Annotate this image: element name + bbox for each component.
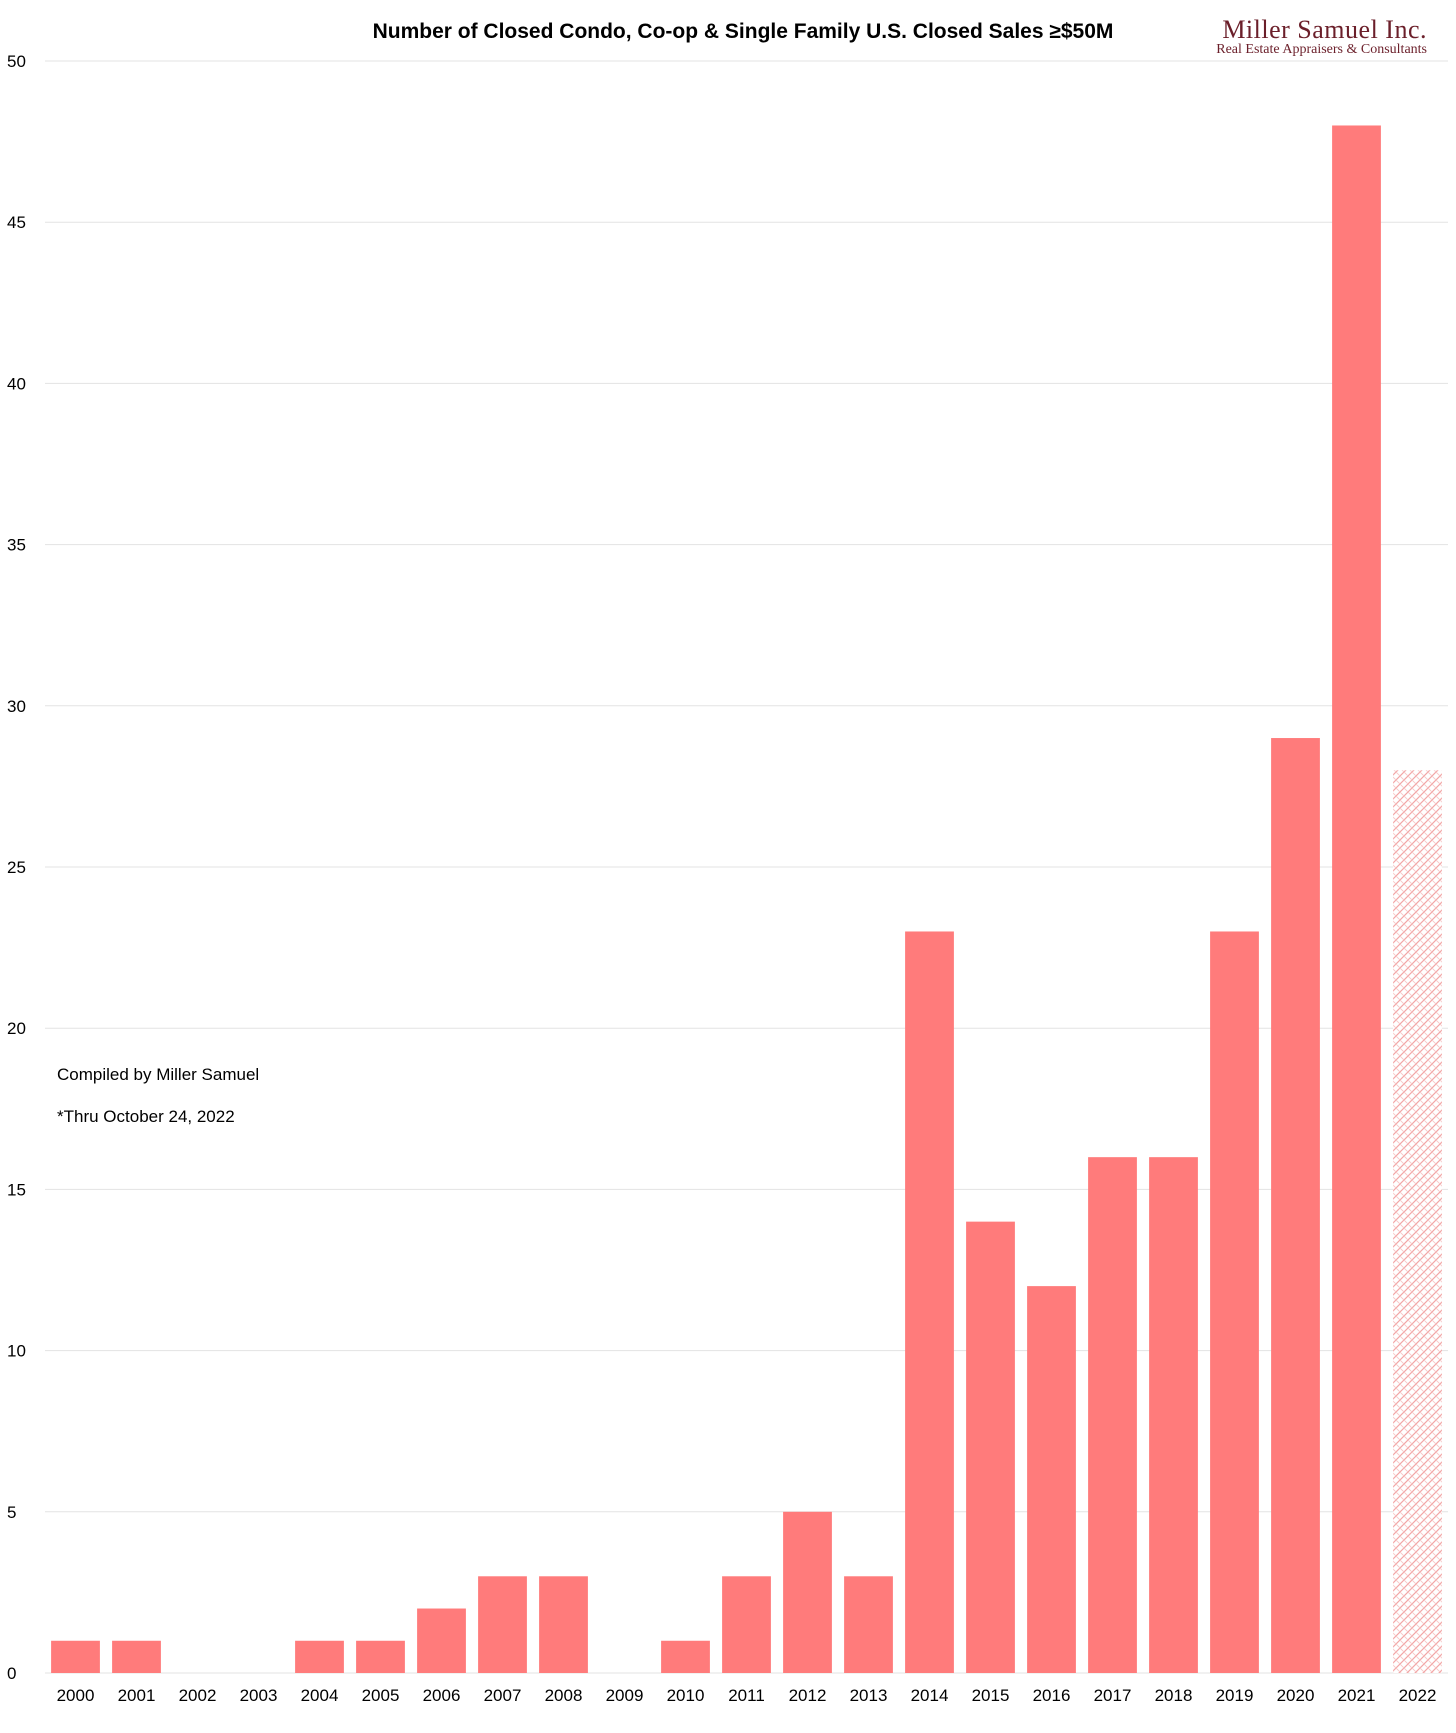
y-tick-label: 25 [7,858,26,877]
bar-2012 [783,1511,832,1673]
x-tick-label: 2010 [667,1686,705,1705]
x-tick-label: 2022 [1399,1686,1437,1705]
bar-2001 [112,1640,161,1673]
x-tick-label: 2013 [850,1686,888,1705]
bar-2010 [661,1640,710,1673]
compiled-by-note: Compiled by Miller Samuel [57,1065,259,1084]
bar-2014 [905,931,954,1673]
x-tick-label: 2018 [1155,1686,1193,1705]
y-axis-tick-labels: 0 5 10 15 20 25 30 35 40 45 50 [7,52,26,1683]
bar-2018 [1149,1157,1198,1673]
bar-2016 [1027,1286,1076,1673]
logo-tagline: Real Estate Appraisers & Consultants [1216,42,1427,57]
y-tick-label: 10 [7,1342,26,1361]
bar-2022 [1393,770,1442,1673]
x-tick-label: 2020 [1277,1686,1315,1705]
chart-title: Number of Closed Condo, Co-op & Single F… [373,20,1114,43]
bar-2020 [1271,738,1320,1673]
x-tick-label: 2006 [423,1686,461,1705]
bar-2000 [51,1640,100,1673]
bar-2019 [1210,931,1259,1673]
y-tick-label: 40 [7,374,26,393]
x-tick-label: 2008 [545,1686,583,1705]
x-tick-label: 2005 [362,1686,400,1705]
bar-2008 [539,1576,588,1673]
x-tick-label: 2003 [240,1686,278,1705]
logo-name: Miller Samuel Inc. [1222,15,1427,44]
bar-2013 [844,1576,893,1673]
bar-2005 [356,1640,405,1673]
y-tick-label: 45 [7,213,26,232]
x-tick-label: 2017 [1094,1686,1132,1705]
x-axis-tick-labels: 2000 2001 2002 2003 2004 2005 2006 2007 2008 2009… [57,1686,1437,1705]
x-tick-label: 2009 [606,1686,644,1705]
y-tick-label: 20 [7,1019,26,1038]
x-tick-label: 2001 [118,1686,156,1705]
bar-2011 [722,1576,771,1673]
y-tick-label: 15 [7,1180,26,1199]
bar-2021 [1332,125,1381,1674]
gridlines [45,60,1448,1674]
bar-2015 [966,1221,1015,1673]
x-tick-label: 2021 [1338,1686,1376,1705]
y-tick-label: 5 [7,1503,16,1522]
x-tick-label: 2019 [1216,1686,1254,1705]
bar-2017 [1088,1157,1137,1673]
logo: Miller Samuel Inc. Real Estate Appraiser… [1216,15,1427,57]
x-tick-label: 2000 [57,1686,95,1705]
x-tick-label: 2016 [1033,1686,1071,1705]
x-tick-label: 2011 [728,1686,765,1705]
bar-2006 [417,1608,466,1673]
x-tick-label: 2004 [301,1686,339,1705]
bar-2007 [478,1576,527,1673]
thru-date-note: *Thru October 24, 2022 [57,1107,235,1126]
bars [51,125,1442,1674]
y-tick-label: 50 [7,52,26,71]
y-tick-label: 30 [7,697,26,716]
bar-2004 [295,1640,344,1673]
y-tick-label: 35 [7,536,26,555]
y-tick-label: 0 [7,1664,16,1683]
x-tick-label: 2015 [972,1686,1010,1705]
x-tick-label: 2012 [789,1686,827,1705]
x-tick-label: 2007 [484,1686,522,1705]
x-tick-label: 2014 [911,1686,949,1705]
x-tick-label: 2002 [179,1686,217,1705]
